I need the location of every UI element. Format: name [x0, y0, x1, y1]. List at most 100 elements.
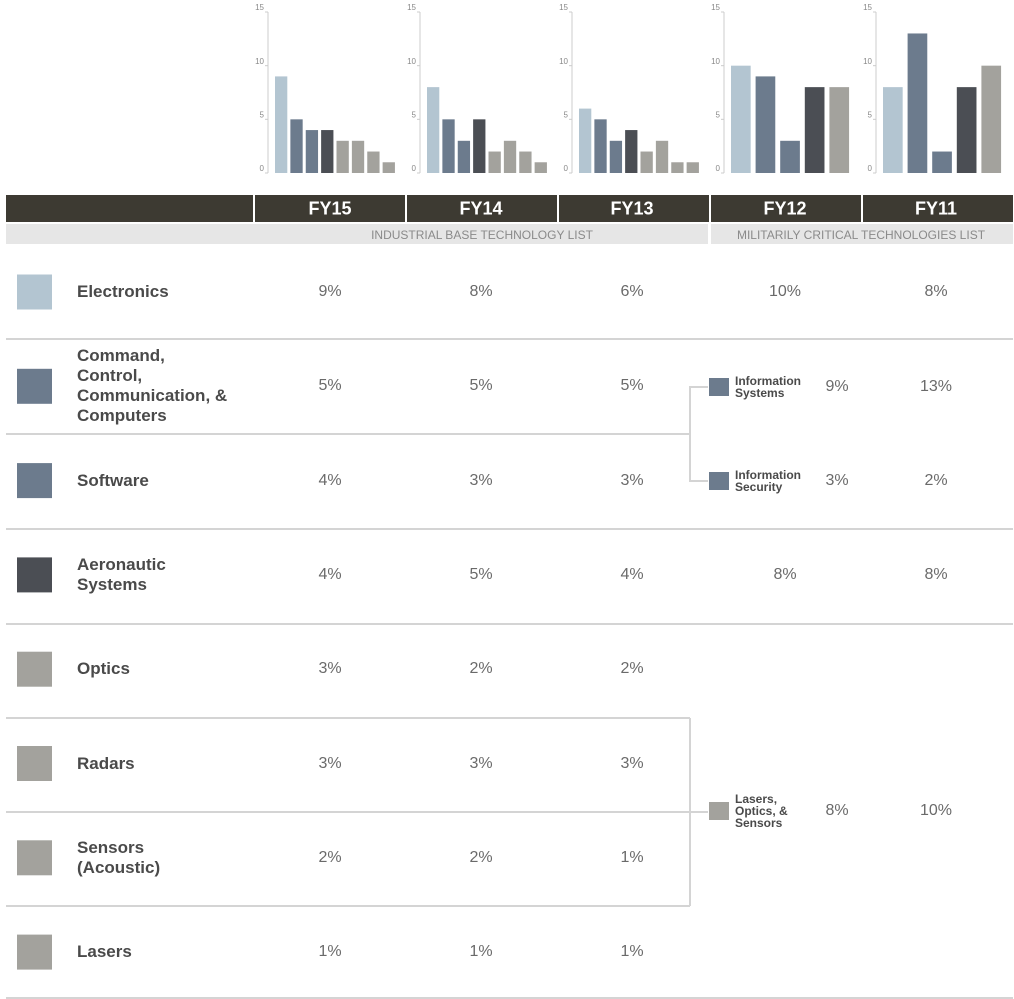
- row-lines: [6, 338, 1013, 999]
- row-label: Software: [77, 470, 149, 490]
- group-label: Lasers, Optics, & Sensors: [735, 792, 788, 830]
- bar: [442, 119, 455, 173]
- group-swatch: [709, 472, 729, 490]
- bar: [275, 76, 288, 173]
- row-value: 4%: [620, 565, 644, 583]
- bar: [655, 140, 669, 173]
- group-value: 9%: [825, 378, 849, 395]
- bar: [367, 151, 380, 173]
- bar: [780, 140, 800, 173]
- row-swatch: [17, 746, 52, 781]
- bar: [305, 130, 319, 173]
- bar: [804, 87, 825, 173]
- row-value: 4%: [318, 471, 342, 489]
- y-tick-label: 10: [255, 57, 264, 66]
- bar: [427, 87, 440, 173]
- row-label: Lasers: [77, 942, 132, 962]
- bar: [981, 65, 1002, 173]
- bar: [488, 151, 501, 173]
- y-tick-label: 10: [407, 57, 416, 66]
- bar: [907, 33, 928, 173]
- column-header: FY13: [610, 198, 654, 219]
- bar: [290, 119, 303, 173]
- list-label: INDUSTRIAL BASE TECHNOLOGY LIST: [371, 228, 593, 242]
- header-bar: [6, 195, 1013, 222]
- y-tick-label: 5: [868, 110, 873, 119]
- row-value: 8%: [469, 283, 493, 300]
- group-swatch: [709, 378, 729, 396]
- y-tick-label: 15: [559, 3, 568, 12]
- bar: [336, 140, 349, 173]
- column-header: FY12: [763, 198, 807, 219]
- row-swatch: [17, 274, 52, 310]
- row-value: 1%: [620, 848, 644, 866]
- row-value: 5%: [620, 377, 644, 395]
- subheader-bar: [711, 224, 1013, 244]
- subheader-bar: [6, 224, 708, 244]
- row-swatch: [17, 368, 52, 404]
- group-value: 8%: [825, 802, 849, 819]
- y-tick-label: 5: [260, 110, 265, 119]
- column-header: FY15: [308, 198, 352, 219]
- bar: [351, 140, 365, 173]
- row-value: 3%: [620, 471, 644, 489]
- bar: [321, 130, 334, 173]
- bar: [457, 140, 471, 173]
- y-tick-label: 15: [255, 3, 264, 12]
- bar: [473, 119, 486, 173]
- bar: [686, 162, 699, 173]
- row-value: 5%: [469, 565, 493, 583]
- row-value: 8%: [924, 283, 948, 300]
- row-swatch: [17, 463, 52, 499]
- y-tick-label: 0: [868, 164, 873, 173]
- row-value: 2%: [620, 660, 644, 678]
- y-tick-label: 15: [863, 3, 872, 12]
- group-value: 13%: [919, 378, 953, 395]
- bar: [731, 65, 751, 173]
- row-value: 8%: [924, 565, 948, 583]
- bar: [640, 151, 653, 173]
- row-swatch: [17, 840, 52, 876]
- y-tick-label: 5: [564, 110, 569, 119]
- row-label: Sensors (Acoustic): [77, 837, 161, 877]
- row-value: 8%: [773, 565, 797, 583]
- row-value: 2%: [469, 660, 493, 678]
- row-swatch: [17, 557, 52, 593]
- row-swatch: [17, 934, 52, 970]
- bar: [883, 87, 903, 173]
- bar: [382, 162, 395, 173]
- bar: [671, 162, 684, 173]
- bar: [534, 162, 547, 173]
- column-header: FY14: [459, 198, 503, 219]
- row-value: 3%: [469, 754, 493, 772]
- row-label: Optics: [77, 659, 130, 679]
- row-value: 1%: [469, 943, 493, 961]
- y-tick-label: 10: [863, 57, 872, 66]
- group-swatch: [709, 802, 729, 820]
- group-value: 10%: [919, 802, 953, 819]
- y-tick-label: 0: [716, 164, 721, 173]
- group-value: 3%: [825, 472, 849, 489]
- y-tick-label: 15: [407, 3, 416, 12]
- y-tick-label: 0: [564, 164, 569, 173]
- bar: [579, 108, 592, 173]
- y-tick-label: 5: [412, 110, 417, 119]
- row-value: 3%: [620, 754, 644, 772]
- bar: [503, 140, 517, 173]
- bar: [755, 76, 776, 173]
- row-swatch: [17, 651, 52, 687]
- row-value: 4%: [318, 565, 342, 583]
- y-tick-label: 15: [711, 3, 720, 12]
- bar: [829, 87, 850, 173]
- row-value: 9%: [318, 283, 342, 300]
- column-header: FY11: [914, 198, 958, 219]
- y-tick-label: 5: [716, 110, 721, 119]
- bar: [519, 151, 532, 173]
- list-label: MILITARILY CRITICAL TECHNOLOGIES LIST: [736, 228, 986, 242]
- row-value: 1%: [620, 943, 644, 961]
- y-tick-label: 0: [412, 164, 417, 173]
- row-label: Radars: [77, 753, 135, 773]
- bar: [956, 87, 977, 173]
